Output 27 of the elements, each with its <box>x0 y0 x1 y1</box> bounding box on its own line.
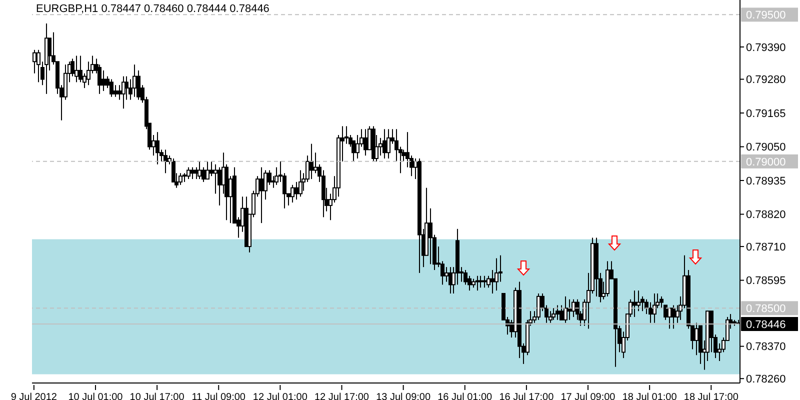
y-tick-label: 0.79165 <box>746 108 786 120</box>
x-tick-label: 12 Jul 01:00 <box>252 392 308 400</box>
x-tick-label: 18 Jul 17:00 <box>684 392 739 400</box>
x-tick-label: 10 Jul 17:00 <box>130 392 185 400</box>
ref-line-label: 0.79500 <box>746 10 786 22</box>
y-tick-label: 0.79280 <box>746 74 786 86</box>
x-tick-label: 9 Jul 2012 <box>10 392 58 400</box>
x-tick-label: 13 Jul 09:00 <box>376 392 431 400</box>
y-tick-label: 0.78260 <box>746 374 786 386</box>
y-tick-label: 0.78935 <box>746 175 786 188</box>
ref-line-label: 0.78446 <box>746 319 786 332</box>
ref-line-label: 0.78500 <box>746 303 786 316</box>
y-tick-label: 0.78370 <box>746 341 786 354</box>
x-tick-label: 18 Jul 01:00 <box>622 392 678 400</box>
x-tick-label: 16 Jul 17:00 <box>499 392 554 400</box>
x-tick-label: 11 Jul 09:00 <box>192 392 246 400</box>
x-tick-label: 10 Jul 01:00 <box>68 392 124 400</box>
chart-title: EURGBP,H1 0.78447 0.78460 0.78444 0.78446 <box>36 3 270 15</box>
y-tick-label: 0.79390 <box>746 42 786 54</box>
y-tick-label: 0.78820 <box>746 209 786 222</box>
x-tick-label: 12 Jul 17:00 <box>314 392 370 400</box>
ref-line-label: 0.79000 <box>746 156 786 168</box>
x-tick-label: 17 Jul 09:00 <box>560 392 616 400</box>
y-tick-label: 0.78710 <box>746 241 786 254</box>
y-tick-label: 0.78595 <box>746 275 786 288</box>
x-tick-label: 16 Jul 01:00 <box>438 392 493 400</box>
y-tick-label: 0.79050 <box>746 142 786 154</box>
